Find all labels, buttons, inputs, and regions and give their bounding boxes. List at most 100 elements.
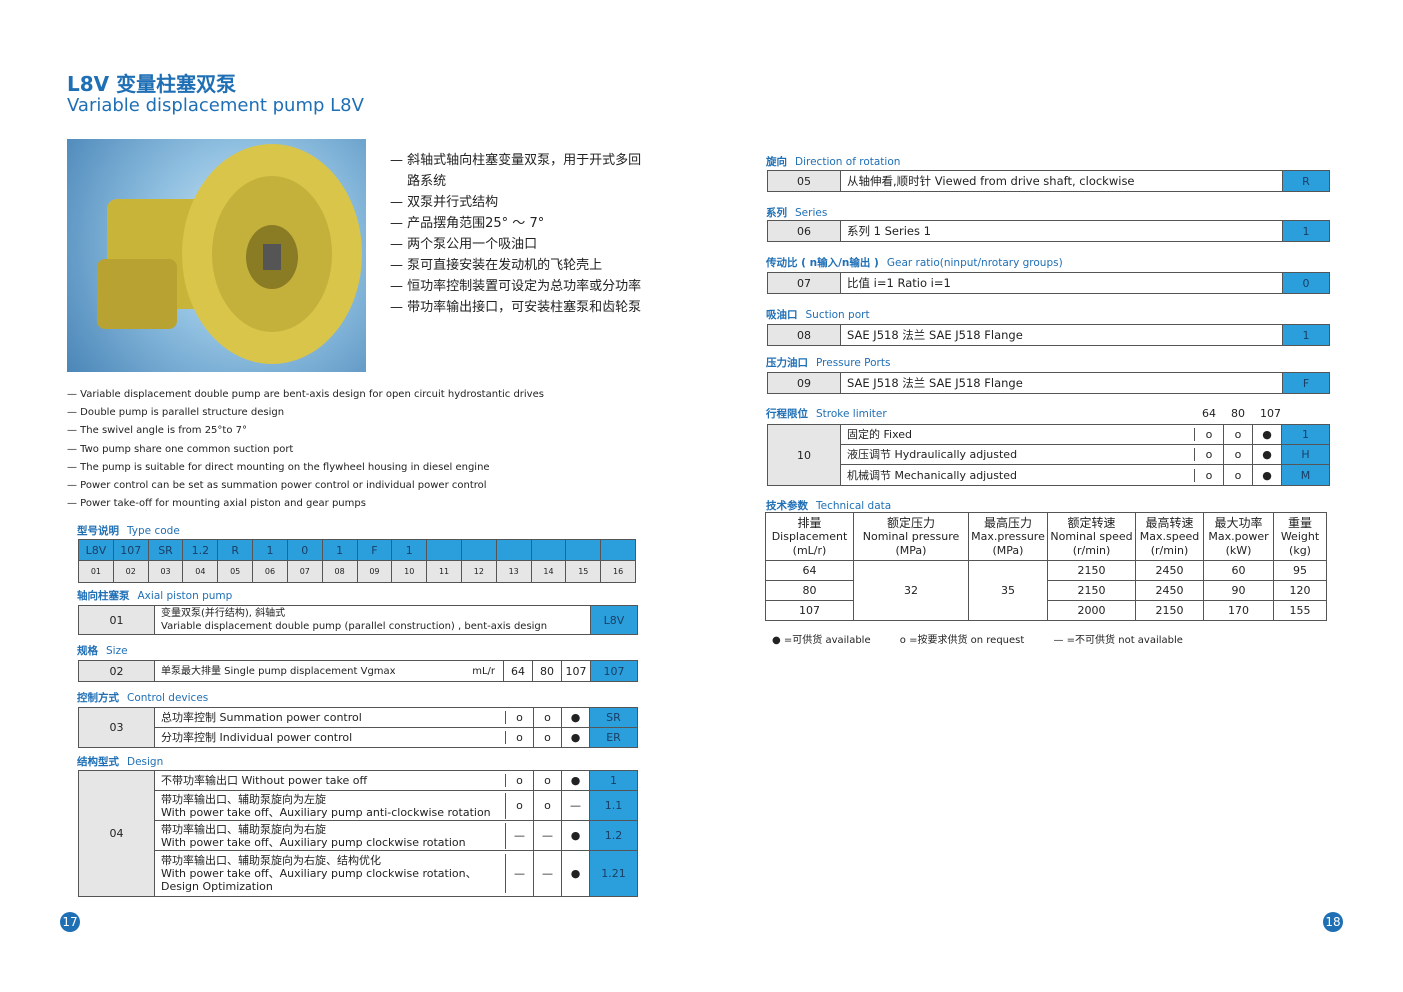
tech-cell: 155 xyxy=(1273,600,1327,621)
tech-header-line: Max.speed xyxy=(1139,529,1200,543)
control-option[interactable]: SR xyxy=(590,708,637,727)
design-table: 04 不带功率输出口 Without power take off o o ● 1 带功率输… xyxy=(78,770,638,897)
control-description: 分功率控制 Individual power control xyxy=(155,731,506,744)
design-row: 带功率输出口、辅助泵旋向为左旋 With power take off、Auxil… xyxy=(155,791,637,821)
gear-description: 比值 i=1 Ratio i=1 xyxy=(841,273,1283,293)
suction-row: 08 SAE J518 法兰 SAE J518 Flange 1 xyxy=(768,325,1329,345)
design-option[interactable]: 1.2 xyxy=(590,821,637,850)
tech-header-line: 最高压力 xyxy=(983,515,1032,530)
design-option[interactable]: 1.1 xyxy=(590,791,637,820)
control-option[interactable]: ER xyxy=(590,728,637,747)
pressure-option[interactable]: F xyxy=(1283,373,1329,393)
type-code-position: 01 xyxy=(79,561,114,582)
type-code-value xyxy=(427,540,462,560)
series-option[interactable]: 1 xyxy=(1283,221,1329,241)
tech-header-line: Nominal pressure xyxy=(862,529,960,543)
tech-header-line: Weight xyxy=(1280,529,1320,543)
type-code-heading: 型号说明 Type code xyxy=(77,523,180,538)
type-code-value: 1.2 xyxy=(183,540,219,560)
description-line: 带功率输出口、辅助泵旋向为左旋 xyxy=(161,792,326,806)
size-heading-cn: 规格 xyxy=(77,645,98,657)
series-heading-cn: 系列 xyxy=(766,207,787,219)
size-code: 02 xyxy=(79,661,155,681)
feature-item-en: — Two pump share one common suction port xyxy=(67,443,294,455)
tech-header-line: Max.pressure xyxy=(971,529,1045,543)
design-description: 带功率输出口、辅助泵旋向为左旋 With power take off、Auxil… xyxy=(155,792,506,819)
pressure-heading: 压力油口 Pressure Ports xyxy=(766,355,890,370)
tech-cell: 2150 xyxy=(1047,560,1136,581)
design-option[interactable]: 1.21 xyxy=(590,851,637,896)
suction-heading: 吸油口 Suction port xyxy=(766,307,870,322)
type-code-position: 15 xyxy=(566,561,602,582)
stroke-limiter-option[interactable]: 1 xyxy=(1282,425,1329,444)
design-rows: 不带功率输出口 Without power take off o o ● 1 带功率输出口… xyxy=(155,771,637,896)
size-description: 单泵最大排量 Single pump displacement Vgmax mL/… xyxy=(155,661,504,681)
availability-mark: ● xyxy=(562,851,590,896)
stroke-limiter-row: 液压调节 Hydraulically adjusted o o ● H xyxy=(841,445,1329,465)
axial-pump-code: 01 xyxy=(79,606,155,634)
technical-data-heading-cn: 技术参数 xyxy=(766,500,808,512)
axial-pump-option[interactable]: L8V xyxy=(591,606,637,634)
stroke-limiter-option[interactable]: M xyxy=(1282,465,1329,485)
feature-item-cn: — 斜轴式轴向柱塞变量双泵，用于开式多回 xyxy=(390,153,642,168)
tech-header-cell: 最高转速 Max.speed (r/min) xyxy=(1135,512,1204,561)
suction-table: 08 SAE J518 法兰 SAE J518 Flange 1 xyxy=(767,324,1330,346)
control-body: 03 总功率控制 Summation power control o o ● SR 分功率控… xyxy=(79,708,637,747)
rotation-row: 05 从轴伸看,顺时针 Viewed from drive shaft, cloc… xyxy=(768,171,1329,191)
tech-cell: 2150 xyxy=(1135,600,1204,621)
stroke-limiter-table: 10 固定的 Fixed o o ● 1 液压调节 Hydraulically adjust… xyxy=(767,424,1330,486)
legend-available: ● =可供货 available xyxy=(772,635,871,646)
technical-data-heading: 技术参数 Technical data xyxy=(766,498,891,513)
feature-item-cn: 路系统 xyxy=(390,174,447,189)
type-code-position: 02 xyxy=(113,561,149,582)
type-code-position: 04 xyxy=(183,561,219,582)
feature-item-en: — Double pump is parallel structure desi… xyxy=(67,407,285,419)
availability-mark: o xyxy=(506,708,534,727)
gear-heading: 传动比 ( n输入/n输出 ) Gear ratio(ninput/nrotary… xyxy=(766,255,1063,270)
tech-row: 107 2000 2150 170 155 xyxy=(765,600,1327,621)
series-heading: 系列 Series xyxy=(766,205,827,220)
availability-mark: ● xyxy=(1253,425,1282,444)
stroke-limiter-code: 10 xyxy=(768,425,841,485)
size-heading: 规格 Size xyxy=(77,643,128,658)
control-heading-cn: 控制方式 xyxy=(77,692,119,704)
type-code-value xyxy=(531,540,567,560)
size-option[interactable]: 107 xyxy=(591,661,637,681)
stroke-size-header: 80 xyxy=(1231,407,1245,420)
tech-cell: 80 xyxy=(765,580,854,601)
suction-option[interactable]: 1 xyxy=(1283,325,1329,345)
stroke-limiter-option[interactable]: H xyxy=(1282,445,1329,464)
design-row: 带功率输出口、辅助泵旋向为右旋、结构优化 With power take off、… xyxy=(155,851,637,896)
tech-cell: 32 xyxy=(853,560,969,621)
stroke-limiter-row: 机械调节 Mechanically adjusted o o ● M xyxy=(841,465,1329,485)
tech-header-line: (kW) xyxy=(1225,543,1252,557)
axial-pump-row: 01 变量双泵(并行结构), 斜轴式 Variable displacement d… xyxy=(79,606,637,634)
type-code-value: L8V xyxy=(79,540,114,560)
availability-mark: o xyxy=(1195,465,1224,485)
availability-mark: ● xyxy=(1253,465,1282,485)
tech-header-line: 额定压力 xyxy=(886,515,935,530)
stroke-limiter-rows: 固定的 Fixed o o ● 1 液压调节 Hydraulically adjusted… xyxy=(841,425,1329,485)
feature-item-cn: — 双泵并行式结构 xyxy=(390,195,499,210)
gear-heading-cn: 传动比 ( n输入/n输出 ) xyxy=(766,257,879,269)
tech-header-cell: 额定压力 Nominal pressure (MPa) xyxy=(853,512,969,561)
feature-item-en: — Power control can be set as summation … xyxy=(67,480,487,492)
availability-mark: — xyxy=(534,851,562,896)
tech-cell: 95 xyxy=(1273,560,1327,581)
type-code-position: 09 xyxy=(357,561,393,582)
gear-option[interactable]: 0 xyxy=(1283,273,1329,293)
description-line: With power take off、Auxiliary pump clock… xyxy=(161,867,477,893)
description-line: With power take off、Auxiliary pump clock… xyxy=(161,835,466,849)
control-description: 总功率控制 Summation power control xyxy=(155,711,506,724)
type-code-row: L8V 107 SR 1.2 R 1 0 1 F 1 xyxy=(79,540,635,561)
axial-pump-description: 变量双泵(并行结构), 斜轴式 Variable displacement dou… xyxy=(155,606,591,634)
page-number-right: 18 xyxy=(1323,912,1343,932)
design-option[interactable]: 1 xyxy=(590,771,637,790)
description-line: 分功率控制 Individual power control xyxy=(161,731,353,744)
availability-mark: ● xyxy=(562,821,590,850)
page-number-left: 17 xyxy=(60,912,80,932)
rotation-option[interactable]: R xyxy=(1283,171,1329,191)
type-code-value: 1 xyxy=(392,540,428,560)
description-line: 固定的 Fixed xyxy=(847,428,913,441)
